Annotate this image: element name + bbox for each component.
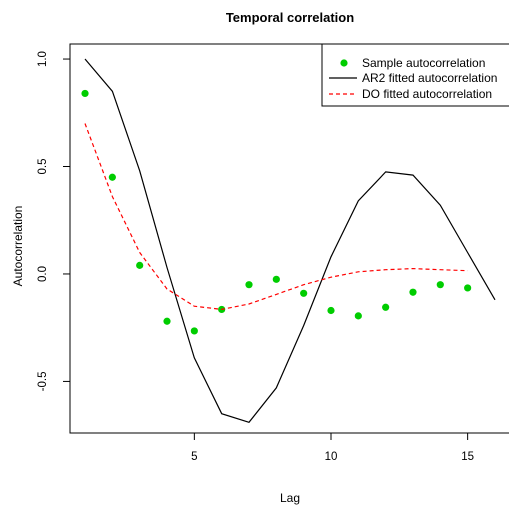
legend-label: Sample autocorrelation: [362, 56, 485, 70]
x-tick-label: 5: [191, 451, 197, 463]
sample-autocorrelation-point: [245, 281, 253, 289]
y-axis-label: Autocorrelation: [11, 206, 25, 287]
y-tick-label: 1.0: [37, 51, 49, 67]
legend-label: DO fitted autocorrelation: [362, 87, 492, 101]
y-tick-label: -0.5: [37, 372, 49, 392]
sample-autocorrelation-point: [81, 89, 89, 98]
y-tick-label: 0.0: [37, 266, 49, 282]
sample-autocorrelation-point: [190, 327, 198, 335]
series-layer: [81, 58, 496, 423]
sample-autocorrelation-point: [272, 275, 280, 283]
sample-autocorrelation-point: [163, 317, 171, 325]
sample-autocorrelation-point: [436, 281, 444, 289]
y-tick-label: 0.5: [37, 159, 49, 175]
x-axis: 5 10 15: [191, 433, 474, 463]
sample-autocorrelation-point: [354, 312, 362, 320]
sample-autocorrelation-point: [108, 173, 116, 181]
chart-title: Temporal correlation: [226, 10, 354, 25]
x-tick-label: 10: [325, 451, 338, 463]
legend-box: [321, 43, 509, 107]
sample-autocorrelation-point: [464, 284, 472, 292]
sample-autocorrelation-point: [409, 288, 417, 296]
do-fitted-line: [84, 123, 468, 311]
y-axis: -0.5 0.0 0.5 1.0: [37, 51, 70, 391]
legend-label: AR2 fitted autocorrelation: [362, 71, 497, 85]
legend-point-symbol: [340, 59, 348, 67]
sample-autocorrelation-point: [327, 306, 335, 315]
sample-autocorrelation-point: [300, 289, 308, 297]
sample-autocorrelation-point: [382, 303, 390, 311]
ar2-fitted-line: [84, 58, 496, 423]
x-tick-label: 15: [461, 451, 474, 463]
plot-frame: [69, 43, 509, 434]
x-axis-label: Lag: [280, 491, 300, 505]
sample-autocorrelation-point: [136, 261, 144, 269]
